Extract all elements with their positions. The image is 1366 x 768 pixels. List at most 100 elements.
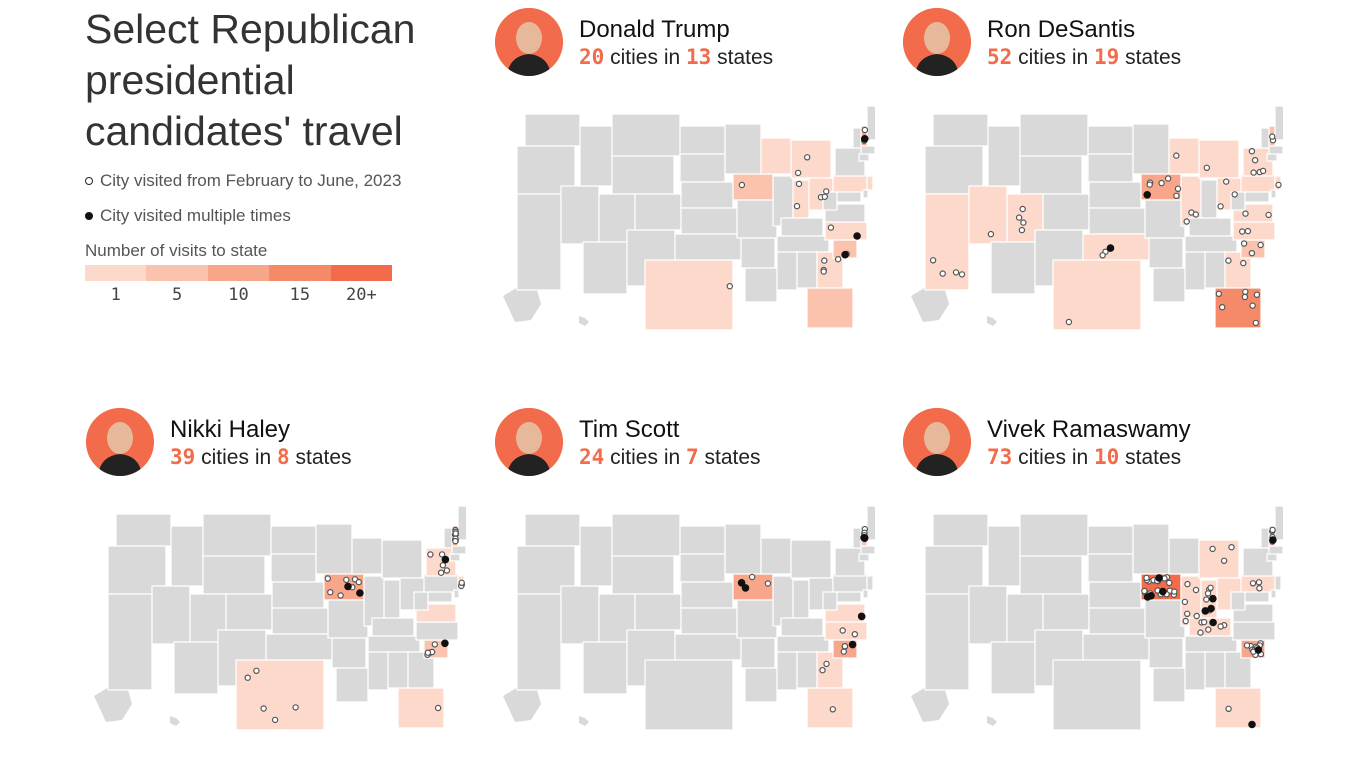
state-ms (776, 251, 798, 291)
state-nv (560, 585, 600, 645)
state-mn (1132, 123, 1170, 175)
scale-tick-label: 10 (228, 285, 249, 305)
city-marker (1065, 318, 1073, 326)
state-ne (680, 181, 734, 209)
city-marker (1225, 705, 1232, 712)
state-al (796, 251, 818, 289)
states-word: states (1125, 446, 1182, 469)
states-count: 10 (1094, 445, 1120, 469)
state-ct (1266, 553, 1278, 562)
city-marker (337, 592, 344, 599)
us-travel-map (94, 505, 466, 731)
state-ms (1184, 251, 1206, 291)
state-ne (1088, 581, 1142, 609)
state-id (170, 525, 204, 587)
candidate-name: Donald Trump (579, 16, 730, 43)
state-nj (866, 575, 874, 591)
state-wv (1230, 591, 1246, 611)
city-marker (1184, 610, 1191, 618)
city-marker-multiple (1143, 191, 1152, 199)
legend-single-visit: City visited from February to June, 2023 (85, 171, 401, 191)
state-ks (680, 607, 738, 635)
city-marker (1207, 584, 1214, 592)
state-ks (271, 607, 329, 635)
city-marker (1203, 164, 1210, 172)
state-ia (732, 173, 774, 201)
hawaii-shape (579, 316, 589, 326)
state-al (796, 651, 818, 689)
scale-swatch (85, 265, 147, 281)
state-co (634, 593, 682, 631)
state-co (1042, 593, 1090, 631)
state-ks (1088, 607, 1146, 635)
states-word: states (295, 446, 352, 469)
state-me (866, 105, 875, 141)
candidate-stats: 24 cities in 7 states (579, 445, 761, 470)
alaska-shape (911, 684, 949, 722)
state-sd (1087, 153, 1134, 183)
state-mi (790, 539, 832, 579)
state-ny (834, 147, 866, 177)
city-marker (434, 704, 442, 712)
city-marker (1255, 579, 1263, 586)
city-marker (1183, 218, 1190, 225)
city-marker (958, 271, 966, 278)
city-marker-multiple (1254, 646, 1263, 654)
candidate-stats: 52 cities in 19 states (987, 45, 1181, 70)
city-marker (271, 716, 279, 724)
state-tn (1184, 635, 1238, 653)
state-al (1204, 651, 1226, 689)
cities-word: cities in (1018, 446, 1089, 469)
city-marker (1250, 169, 1257, 176)
city-marker (1173, 152, 1180, 159)
city-marker (1225, 257, 1232, 264)
cities-word: cities in (610, 446, 681, 469)
city-marker (1240, 259, 1247, 267)
states-word: states (704, 446, 761, 469)
city-marker (1243, 642, 1251, 649)
city-marker (1146, 181, 1153, 188)
states-word: states (717, 46, 774, 69)
scale-tick-label: 1 (110, 285, 121, 305)
city-marker (1249, 302, 1256, 309)
city-marker-multiple (1158, 587, 1167, 596)
state-mt (1019, 113, 1089, 157)
candidate-stats: 73 cities in 10 states (987, 445, 1181, 470)
cities-count: 20 (579, 45, 605, 69)
state-sd (679, 553, 726, 583)
city-marker (1205, 626, 1212, 633)
state-nv (968, 585, 1008, 645)
city-marker (821, 257, 828, 264)
state-mn (724, 123, 762, 175)
city-marker (1193, 612, 1200, 620)
state-wa (524, 513, 581, 547)
states-word: states (1125, 46, 1182, 69)
city-marker (1240, 240, 1248, 247)
state-mo (327, 599, 369, 639)
state-de (1270, 589, 1277, 599)
cities-word: cities in (201, 446, 272, 469)
state-in (383, 579, 401, 619)
state-tx (1052, 259, 1142, 331)
city-marker (1164, 175, 1172, 182)
state-la (335, 667, 369, 703)
scale-swatch (269, 265, 331, 281)
state-mn (1132, 523, 1170, 575)
state-wa (524, 113, 581, 147)
state-ar (740, 637, 776, 669)
city-marker (327, 588, 334, 596)
state-nc (1232, 621, 1276, 641)
cities-word: cities in (610, 46, 681, 69)
us-travel-map (503, 105, 875, 331)
city-marker (1099, 252, 1106, 259)
city-marker-multiple (1248, 720, 1256, 729)
state-ny (1242, 547, 1274, 577)
state-de (1270, 189, 1277, 199)
state-mi (1198, 139, 1240, 179)
city-marker (1181, 598, 1189, 606)
cities-count: 52 (987, 45, 1013, 69)
city-marker (1166, 579, 1173, 587)
city-marker (1197, 629, 1204, 636)
state-ks (1088, 207, 1146, 235)
city-marker (1184, 580, 1191, 588)
